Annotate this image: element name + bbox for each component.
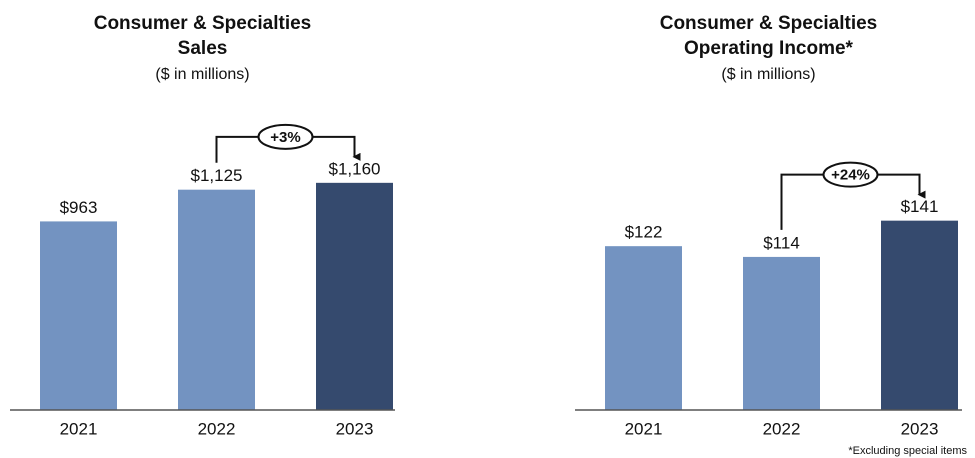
value-label: $141 [901, 197, 939, 216]
chart-subtitle: ($ in millions) [155, 66, 249, 83]
value-label: $963 [60, 198, 98, 217]
bar [605, 246, 682, 410]
bar [178, 189, 255, 410]
x-tick-label: 2023 [336, 419, 374, 438]
x-tick-label: 2022 [198, 419, 236, 438]
bar [881, 220, 958, 410]
value-label: $114 [763, 233, 800, 252]
change-pill [822, 161, 879, 188]
change-annotation: +24% [831, 167, 870, 184]
chart-subtitle: ($ in millions) [721, 66, 815, 83]
value-label: $1,125 [191, 166, 243, 185]
bar [40, 221, 117, 410]
chart-title: Operating Income* [684, 38, 854, 59]
change-annotation: +3% [270, 129, 300, 146]
x-tick-label: 2021 [625, 419, 663, 438]
change-pill [257, 123, 314, 150]
x-tick-label: 2023 [901, 419, 939, 438]
footnote: *Excluding special items [848, 445, 967, 457]
chart-title: Consumer & Specialties [660, 13, 878, 34]
chart-title: Consumer & Specialties [94, 13, 312, 34]
value-label: $122 [625, 223, 663, 242]
chart-title: Sales [178, 38, 228, 59]
bar [743, 256, 820, 410]
value-label: $1,160 [329, 159, 381, 178]
x-tick-label: 2022 [763, 419, 801, 438]
x-tick-label: 2021 [60, 419, 98, 438]
bar [316, 182, 393, 410]
